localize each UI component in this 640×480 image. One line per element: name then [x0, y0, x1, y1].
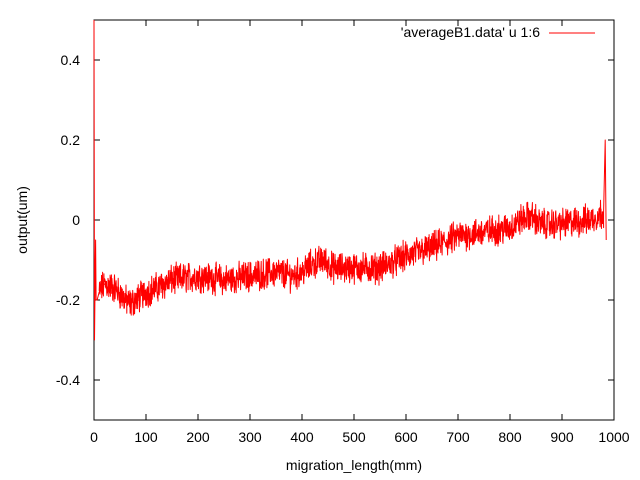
series-line	[93, 19, 607, 341]
y-tick-label: 0	[72, 212, 80, 228]
x-tick-label: 900	[550, 429, 574, 445]
x-tick-label: 1000	[598, 429, 629, 445]
x-tick-label: 500	[342, 429, 366, 445]
y-axis: -0.4 -0.2 0 0.2 0.4	[56, 52, 614, 388]
y-tick-label: 0.2	[61, 132, 81, 148]
x-axis-label: migration_length(mm)	[286, 457, 422, 473]
x-axis: 0 100 200 300 400 500 600 700 800 900 1000	[90, 20, 630, 445]
series-group	[93, 19, 607, 341]
y-tick-label: -0.2	[56, 292, 80, 308]
y-axis-label: output(um)	[14, 186, 30, 254]
x-tick-label: 100	[134, 429, 158, 445]
x-tick-label: 300	[238, 429, 262, 445]
x-tick-label: 800	[498, 429, 522, 445]
x-tick-label: 600	[394, 429, 418, 445]
x-tick-label: 700	[446, 429, 470, 445]
legend: 'averageB1.data' u 1:6	[401, 24, 595, 40]
x-tick-label: 400	[290, 429, 314, 445]
y-tick-label: -0.4	[56, 372, 80, 388]
x-tick-label: 0	[90, 429, 98, 445]
x-tick-label: 200	[186, 429, 210, 445]
y-tick-label: 0.4	[61, 52, 81, 68]
legend-label: 'averageB1.data' u 1:6	[401, 24, 540, 40]
